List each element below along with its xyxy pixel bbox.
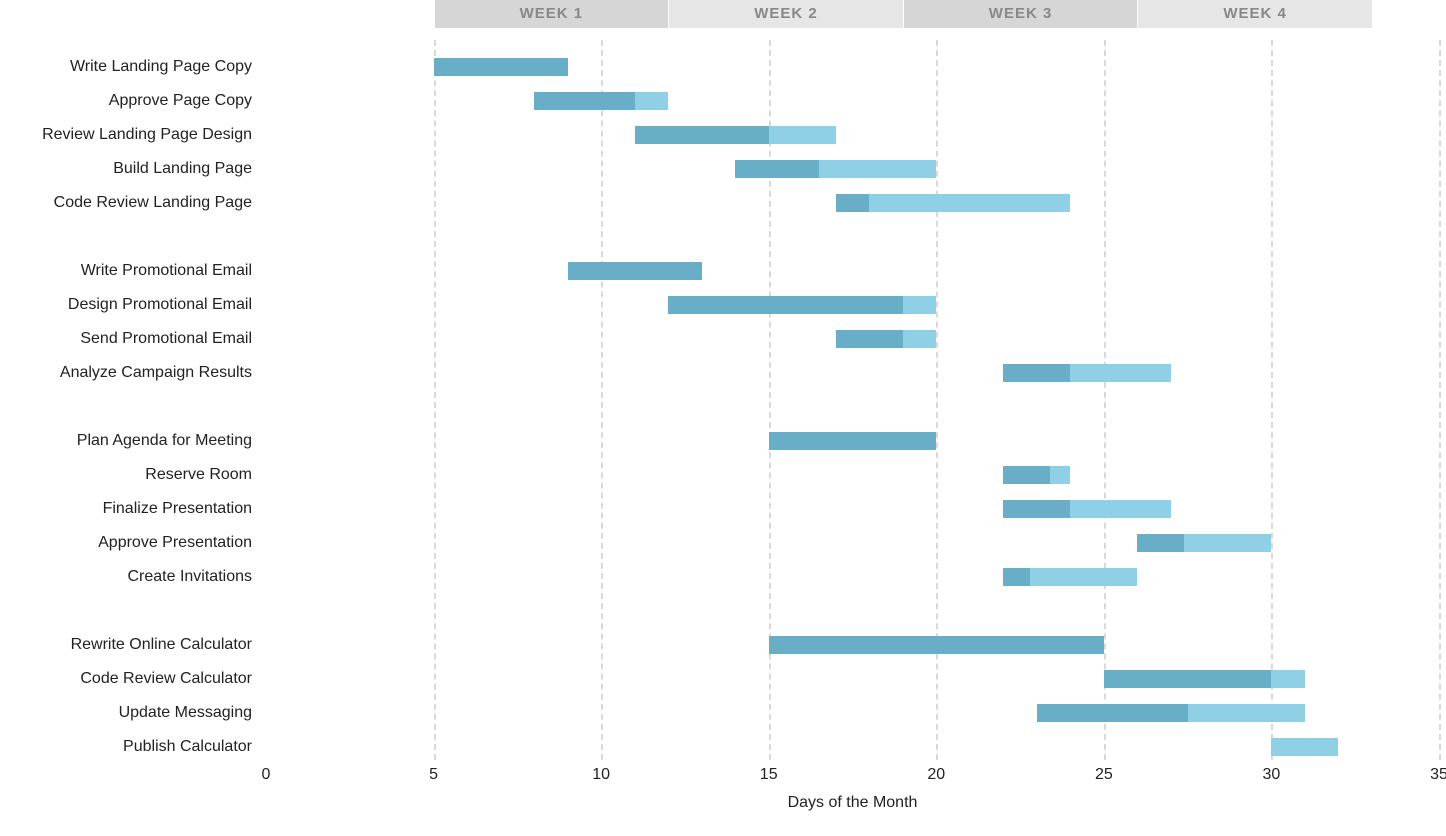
task-row: Approve Presentation xyxy=(266,534,1439,552)
task-label: Rewrite Online Calculator xyxy=(71,636,252,654)
task-label: Design Promotional Email xyxy=(68,296,252,314)
task-label: Build Landing Page xyxy=(113,160,252,178)
task-label: Send Promotional Email xyxy=(80,330,252,348)
x-tick-label: 30 xyxy=(1263,766,1281,784)
task-row: Publish Calculator xyxy=(266,738,1439,756)
task-bar-segment xyxy=(635,126,769,144)
task-bar-segment xyxy=(819,160,936,178)
task-bar-segment xyxy=(869,194,1070,212)
task-bar-segment xyxy=(903,330,937,348)
task-row: Rewrite Online Calculator xyxy=(266,636,1439,654)
task-bar-segment xyxy=(1003,500,1070,518)
task-label: Finalize Presentation xyxy=(103,500,252,518)
task-label: Approve Page Copy xyxy=(109,92,252,110)
task-bar-segment xyxy=(836,194,870,212)
week-header: WEEK 1 xyxy=(434,0,669,28)
x-tick-label: 0 xyxy=(262,766,271,784)
task-row: Analyze Campaign Results xyxy=(266,364,1439,382)
gantt-chart: WEEK 1WEEK 2WEEK 3WEEK 4 Write Landing P… xyxy=(0,0,1446,836)
task-bar-segment xyxy=(836,330,903,348)
task-label: Create Invitations xyxy=(127,568,252,586)
x-axis-title: Days of the Month xyxy=(788,794,918,812)
task-label: Write Landing Page Copy xyxy=(70,58,252,76)
task-row: Finalize Presentation xyxy=(266,500,1439,518)
gantt-plot-area: Write Landing Page Copy Approve Page Copy… xyxy=(266,40,1439,760)
x-tick-label: 15 xyxy=(760,766,778,784)
task-bar-segment xyxy=(1003,364,1070,382)
task-bar-segment xyxy=(635,92,669,110)
task-row: Reserve Room xyxy=(266,466,1439,484)
task-bar-segment xyxy=(1184,534,1271,552)
task-label: Reserve Room xyxy=(145,466,252,484)
task-row: Write Landing Page Copy xyxy=(266,58,1439,76)
task-row: Build Landing Page xyxy=(266,160,1439,178)
x-tick-label: 20 xyxy=(927,766,945,784)
x-tick-label: 5 xyxy=(429,766,438,784)
x-tick-label: 25 xyxy=(1095,766,1113,784)
task-bar-segment xyxy=(668,296,903,314)
task-bar-segment xyxy=(568,262,702,280)
week-header: WEEK 2 xyxy=(668,0,903,28)
task-bar-segment xyxy=(1188,704,1305,722)
task-label: Publish Calculator xyxy=(123,738,252,756)
task-label: Analyze Campaign Results xyxy=(60,364,252,382)
task-row: Code Review Calculator xyxy=(266,670,1439,688)
gridline xyxy=(1439,40,1441,760)
task-bar-segment xyxy=(769,126,836,144)
task-bar-segment xyxy=(1030,568,1137,586)
task-row: Design Promotional Email xyxy=(266,296,1439,314)
task-row: Send Promotional Email xyxy=(266,330,1439,348)
task-bar-segment xyxy=(534,92,635,110)
week-header-row: WEEK 1WEEK 2WEEK 3WEEK 4 xyxy=(0,0,1446,28)
task-bar-segment xyxy=(1037,704,1188,722)
task-bar-segment xyxy=(1271,670,1305,688)
task-bar-segment xyxy=(1070,364,1171,382)
task-label: Write Promotional Email xyxy=(81,262,252,280)
task-label: Code Review Calculator xyxy=(80,670,252,688)
week-header: WEEK 4 xyxy=(1137,0,1372,28)
task-row: Review Landing Page Design xyxy=(266,126,1439,144)
task-bar-segment xyxy=(1050,466,1070,484)
task-bar-segment xyxy=(769,636,1104,654)
task-bar-segment xyxy=(903,296,937,314)
task-label: Plan Agenda for Meeting xyxy=(77,432,252,450)
task-row: Code Review Landing Page xyxy=(266,194,1439,212)
week-header: WEEK 3 xyxy=(903,0,1138,28)
task-row: Write Promotional Email xyxy=(266,262,1439,280)
task-bar-segment xyxy=(1137,534,1184,552)
task-bar-segment xyxy=(1104,670,1272,688)
task-bar-segment xyxy=(434,58,568,76)
x-tick-label: 10 xyxy=(592,766,610,784)
task-bar-segment xyxy=(735,160,819,178)
task-label: Approve Presentation xyxy=(98,534,252,552)
task-row: Update Messaging xyxy=(266,704,1439,722)
task-bar-segment xyxy=(769,432,937,450)
task-row: Plan Agenda for Meeting xyxy=(266,432,1439,450)
task-bar-segment xyxy=(1003,466,1050,484)
task-label: Review Landing Page Design xyxy=(42,126,252,144)
task-row: Approve Page Copy xyxy=(266,92,1439,110)
x-tick-label: 35 xyxy=(1430,766,1446,784)
task-label: Code Review Landing Page xyxy=(54,194,252,212)
task-bar-segment xyxy=(1070,500,1171,518)
task-row: Create Invitations xyxy=(266,568,1439,586)
task-label: Update Messaging xyxy=(119,704,252,722)
task-bar-segment xyxy=(1271,738,1338,756)
task-bar-segment xyxy=(1003,568,1030,586)
